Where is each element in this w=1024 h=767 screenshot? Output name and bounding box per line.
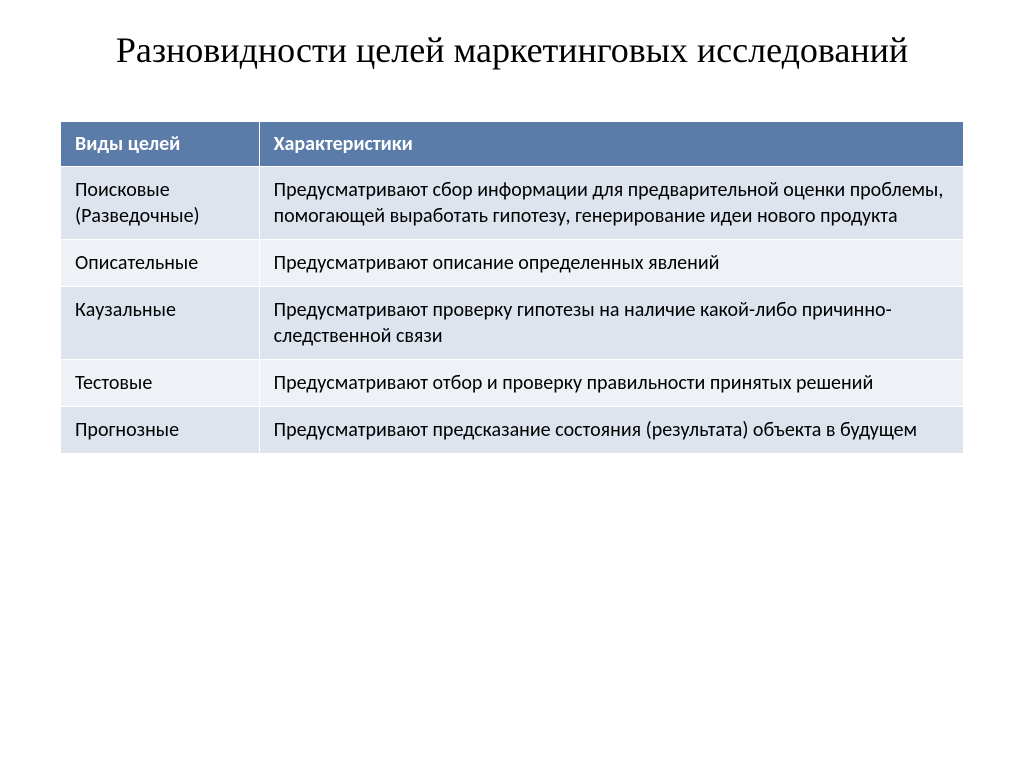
- cell-type: Поисковые (Разведочные): [61, 167, 260, 240]
- cell-characteristic: Предусматривают проверку гипотезы на нал…: [259, 287, 963, 360]
- cell-characteristic: Предусматривают отбор и проверку правиль…: [259, 360, 963, 407]
- goals-table: Виды целей Характеристики Поисковые (Раз…: [60, 121, 964, 454]
- cell-type: Каузальные: [61, 287, 260, 360]
- cell-type: Прогнозные: [61, 407, 260, 454]
- cell-type: Описательные: [61, 240, 260, 287]
- table-header-row: Виды целей Характеристики: [61, 122, 964, 167]
- header-characteristics: Характеристики: [259, 122, 963, 167]
- cell-type: Тестовые: [61, 360, 260, 407]
- cell-characteristic: Предусматривают сбор информации для пред…: [259, 167, 963, 240]
- page-title: Разновидности целей маркетинговых исслед…: [60, 28, 964, 73]
- table-row: Описательные Предусматривают описание оп…: [61, 240, 964, 287]
- table-row: Прогнозные Предусматривают предсказание …: [61, 407, 964, 454]
- table-row: Каузальные Предусматривают проверку гипо…: [61, 287, 964, 360]
- table-row: Поисковые (Разведочные) Предусматривают …: [61, 167, 964, 240]
- table-row: Тестовые Предусматривают отбор и проверк…: [61, 360, 964, 407]
- header-types: Виды целей: [61, 122, 260, 167]
- cell-characteristic: Предусматривают описание определенных яв…: [259, 240, 963, 287]
- cell-characteristic: Предусматривают предсказание состояния (…: [259, 407, 963, 454]
